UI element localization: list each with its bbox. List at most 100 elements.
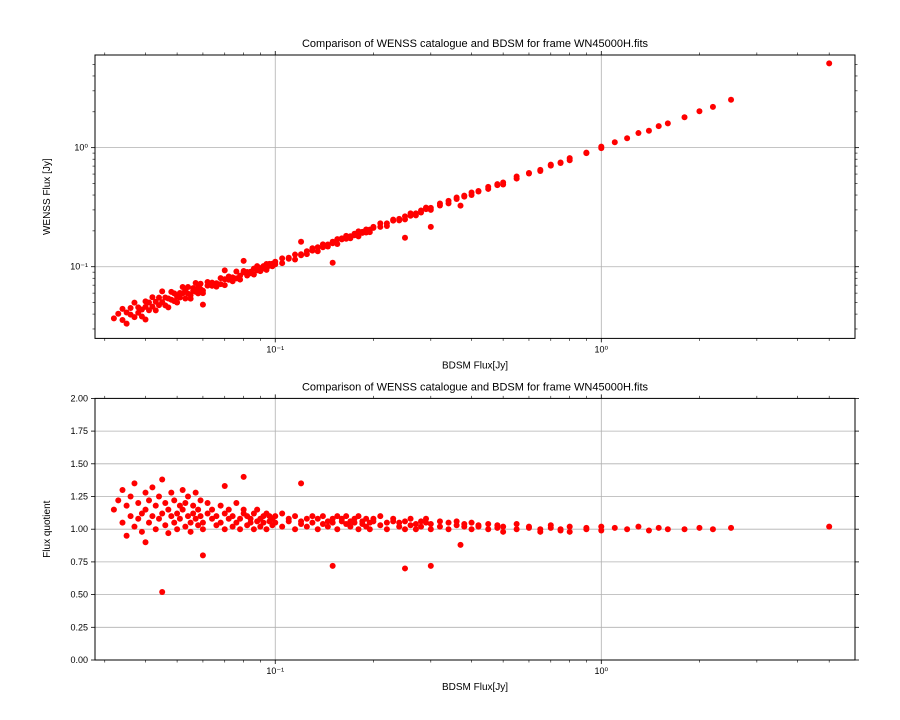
scatter-point: [370, 516, 376, 522]
scatter-point: [119, 487, 125, 493]
scatter-point: [128, 494, 134, 500]
scatter-point: [334, 526, 340, 532]
scatter-point: [402, 235, 408, 241]
scatter-point: [402, 526, 408, 532]
scatter-point: [304, 516, 310, 522]
scatter-point: [135, 516, 141, 522]
scatter-point: [461, 521, 467, 527]
scatter-point: [165, 304, 171, 310]
scatter-point: [131, 300, 137, 306]
scatter-point: [177, 516, 183, 522]
axes-spine: [95, 55, 855, 338]
scatter-point: [190, 511, 196, 517]
scatter-point: [165, 507, 171, 513]
scatter-point: [514, 521, 520, 527]
scatter-point: [558, 526, 564, 532]
scatter-point: [198, 497, 204, 503]
scatter-point: [334, 241, 340, 247]
ytick-label: 10⁰: [74, 143, 88, 153]
scatter-point: [153, 307, 159, 313]
scatter-point: [826, 524, 832, 530]
scatter-point: [330, 520, 336, 526]
scatter-point: [124, 503, 130, 509]
scatter-point: [190, 503, 196, 509]
scatter-point: [728, 525, 734, 531]
scatter-point: [437, 518, 443, 524]
ytick-label: 1.25: [70, 492, 88, 502]
scatter-point: [418, 524, 424, 530]
scatter-point: [185, 284, 191, 290]
top-scatter-points: [111, 60, 832, 344]
scatter-point: [612, 139, 618, 145]
scatter-point: [413, 521, 419, 527]
scatter-point: [696, 108, 702, 114]
figure-container: 10⁻¹10⁰10⁻¹10⁰BDSM Flux[Jy]WENSS Flux [J…: [0, 0, 900, 720]
scatter-point: [408, 210, 414, 216]
ytick-label: 2.00: [70, 393, 88, 403]
ylabel: Flux quotient: [42, 500, 53, 557]
scatter-point: [567, 529, 573, 535]
scatter-point: [146, 520, 152, 526]
scatter-point: [298, 480, 304, 486]
scatter-point: [309, 248, 315, 254]
ytick-label: 0.50: [70, 590, 88, 600]
scatter-point: [446, 520, 452, 526]
scatter-point: [156, 516, 162, 522]
scatter-point: [418, 209, 424, 215]
scatter-point: [298, 251, 304, 257]
scatter-point: [612, 525, 618, 531]
scatter-point: [143, 507, 149, 513]
scatter-point: [279, 255, 285, 261]
scatter-point: [115, 497, 121, 503]
scatter-point: [485, 526, 491, 532]
scatter-point: [500, 529, 506, 535]
scatter-point: [222, 483, 228, 489]
ylabel: WENSS Flux [Jy]: [42, 158, 53, 235]
scatter-point: [200, 290, 206, 296]
scatter-point: [222, 267, 228, 273]
scatter-point: [205, 500, 211, 506]
scatter-point: [292, 252, 298, 258]
scatter-point: [263, 526, 269, 532]
scatter-point: [635, 524, 641, 530]
scatter-point: [598, 528, 604, 534]
scatter-point: [500, 524, 506, 530]
scatter-point: [159, 476, 165, 482]
scatter-point: [171, 497, 177, 503]
scatter-point: [458, 203, 464, 209]
scatter-point: [193, 490, 199, 496]
xtick-label: 10⁻¹: [266, 344, 284, 354]
scatter-point: [315, 516, 321, 522]
scatter-point: [309, 520, 315, 526]
scatter-point: [143, 317, 149, 323]
scatter-point: [485, 184, 491, 190]
scatter-point: [469, 190, 475, 196]
scatter-point: [370, 224, 376, 230]
scatter-point: [111, 507, 117, 513]
scatter-point: [135, 500, 141, 506]
scatter-point: [124, 533, 130, 539]
scatter-point: [226, 507, 232, 513]
scatter-point: [423, 516, 429, 522]
scatter-point: [537, 167, 543, 173]
bottom-scatter-points: [111, 474, 832, 595]
scatter-point: [222, 282, 228, 288]
scatter-point: [254, 507, 260, 513]
scatter-point: [330, 563, 336, 569]
xtick-label: 10⁰: [594, 344, 608, 354]
scatter-point: [710, 526, 716, 532]
scatter-point: [454, 194, 460, 200]
scatter-point: [200, 520, 206, 526]
scatter-point: [413, 212, 419, 218]
scatter-point: [682, 526, 688, 532]
scatter-point: [131, 480, 137, 486]
scatter-point: [402, 565, 408, 571]
scatter-point: [428, 563, 434, 569]
figure-svg: 10⁻¹10⁰10⁻¹10⁰BDSM Flux[Jy]WENSS Flux [J…: [0, 0, 900, 720]
scatter-point: [195, 507, 201, 513]
ytick-label: 1.50: [70, 459, 88, 469]
scatter-point: [128, 305, 134, 311]
scatter-point: [237, 526, 243, 532]
scatter-point: [665, 120, 671, 126]
scatter-point: [384, 223, 390, 229]
